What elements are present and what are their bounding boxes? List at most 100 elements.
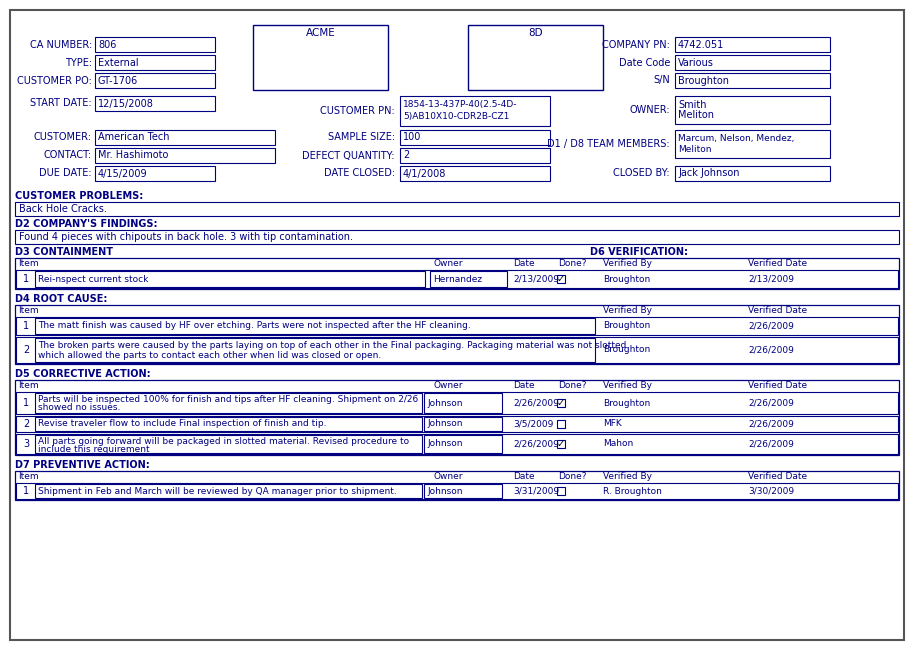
Bar xyxy=(16,483,898,499)
Text: Verified Date: Verified Date xyxy=(748,306,807,315)
Text: 3/30/2009: 3/30/2009 xyxy=(748,486,794,495)
Bar xyxy=(95,148,275,163)
Text: 5)AB10X10-CDR2B-CZ1: 5)AB10X10-CDR2B-CZ1 xyxy=(403,112,509,122)
Text: SAMPLE SIZE:: SAMPLE SIZE: xyxy=(328,133,395,142)
Bar xyxy=(468,25,603,90)
Text: 2: 2 xyxy=(403,151,409,161)
Text: 2/26/2009: 2/26/2009 xyxy=(748,346,794,354)
Text: START DATE:: START DATE: xyxy=(30,99,92,109)
Bar xyxy=(15,305,899,364)
Text: The broken parts were caused by the parts laying on top of each other in the Fin: The broken parts were caused by the part… xyxy=(38,341,626,350)
Text: 2/26/2009: 2/26/2009 xyxy=(748,398,794,408)
Text: Parts will be inspected 100% for finish and tips after HF cleaning. Shipment on : Parts will be inspected 100% for finish … xyxy=(38,395,419,404)
Bar xyxy=(95,166,215,181)
Text: Done?: Done? xyxy=(558,259,587,268)
Bar xyxy=(675,37,830,52)
Text: CUSTOMER PO:: CUSTOMER PO: xyxy=(17,75,92,86)
Text: Verified By: Verified By xyxy=(603,259,652,268)
Text: DUE DATE:: DUE DATE: xyxy=(39,168,92,179)
Text: COMPANY PN:: COMPANY PN: xyxy=(602,40,670,49)
Text: 1: 1 xyxy=(23,398,29,408)
Bar xyxy=(16,337,898,363)
Text: 4/15/2009: 4/15/2009 xyxy=(98,168,148,179)
Text: which allowed the parts to contact each other when lid was closed or open.: which allowed the parts to contact each … xyxy=(38,350,381,359)
Text: Found 4 pieces with chipouts in back hole. 3 with tip contamination.: Found 4 pieces with chipouts in back hol… xyxy=(19,232,353,242)
Bar xyxy=(35,338,595,362)
Text: Date Code: Date Code xyxy=(619,57,670,68)
Text: 2/26/2009: 2/26/2009 xyxy=(748,419,794,428)
Text: Verified Date: Verified Date xyxy=(748,472,807,481)
Text: ACME: ACME xyxy=(305,28,335,38)
Text: 3: 3 xyxy=(23,439,29,449)
Text: 4742.051: 4742.051 xyxy=(678,40,724,49)
Text: DATE CLOSED:: DATE CLOSED: xyxy=(324,168,395,179)
Bar xyxy=(675,73,830,88)
Text: Item: Item xyxy=(18,306,38,315)
Text: Owner: Owner xyxy=(433,472,462,481)
Bar xyxy=(557,275,565,283)
Text: Johnson: Johnson xyxy=(427,439,462,448)
Text: 2: 2 xyxy=(23,419,29,429)
Text: Johnson: Johnson xyxy=(427,419,462,428)
Bar xyxy=(95,73,215,88)
Bar xyxy=(35,393,422,413)
Text: R. Broughton: R. Broughton xyxy=(603,486,662,495)
Bar xyxy=(424,484,502,498)
Text: Back Hole Cracks.: Back Hole Cracks. xyxy=(19,204,107,214)
Text: Done?: Done? xyxy=(558,472,587,481)
Bar xyxy=(35,484,422,498)
Bar xyxy=(15,380,899,455)
Text: showed no issues.: showed no issues. xyxy=(38,402,121,411)
Text: ✓: ✓ xyxy=(557,398,565,408)
Text: Broughton: Broughton xyxy=(603,346,650,354)
Text: include this requirement: include this requirement xyxy=(38,445,150,454)
Text: ✓: ✓ xyxy=(557,439,565,449)
Text: CA NUMBER:: CA NUMBER: xyxy=(30,40,92,49)
Text: Verified By: Verified By xyxy=(603,381,652,390)
Text: CUSTOMER:: CUSTOMER: xyxy=(34,133,92,142)
Text: Date: Date xyxy=(513,381,535,390)
Text: DEFECT QUANTITY:: DEFECT QUANTITY: xyxy=(303,151,395,161)
Text: D3 CONTAINMENT: D3 CONTAINMENT xyxy=(15,247,113,257)
Bar xyxy=(35,417,422,431)
Text: S/N: S/N xyxy=(654,75,670,86)
Text: Hernandez: Hernandez xyxy=(433,274,482,283)
Text: 3/31/2009: 3/31/2009 xyxy=(513,486,559,495)
Bar xyxy=(15,202,899,216)
Bar xyxy=(95,55,215,70)
Text: 8D: 8D xyxy=(528,28,543,38)
Text: D1 / D8 TEAM MEMBERS:: D1 / D8 TEAM MEMBERS: xyxy=(547,139,670,149)
Text: Mr. Hashimoto: Mr. Hashimoto xyxy=(98,151,168,161)
Text: 2/26/2009: 2/26/2009 xyxy=(513,439,558,448)
Text: CUSTOMER PROBLEMS:: CUSTOMER PROBLEMS: xyxy=(15,191,143,201)
Text: Johnson: Johnson xyxy=(427,486,462,495)
Text: Marcum, Nelson, Mendez,: Marcum, Nelson, Mendez, xyxy=(678,135,794,144)
Text: TYPE:: TYPE: xyxy=(65,57,92,68)
Text: Shipment in Feb and March will be reviewed by QA manager prior to shipment.: Shipment in Feb and March will be review… xyxy=(38,486,397,495)
Text: Jack Johnson: Jack Johnson xyxy=(678,168,739,179)
Text: Rei-nspect current stock: Rei-nspect current stock xyxy=(38,274,148,283)
Text: CONTACT:: CONTACT: xyxy=(44,151,92,161)
Text: Verified By: Verified By xyxy=(603,306,652,315)
Text: Item: Item xyxy=(18,259,38,268)
Text: 2/26/2009: 2/26/2009 xyxy=(748,439,794,448)
Text: External: External xyxy=(98,57,139,68)
Text: Verified Date: Verified Date xyxy=(748,259,807,268)
Bar xyxy=(400,166,550,181)
Text: 1854-13-437P-40(2.5-4D-: 1854-13-437P-40(2.5-4D- xyxy=(403,101,517,109)
Text: Owner: Owner xyxy=(433,259,462,268)
Text: 2/26/2009: 2/26/2009 xyxy=(748,322,794,330)
Bar xyxy=(35,318,595,334)
Bar xyxy=(253,25,388,90)
Bar xyxy=(35,271,425,287)
Text: D4 ROOT CAUSE:: D4 ROOT CAUSE: xyxy=(15,294,107,304)
Text: 2/26/2009: 2/26/2009 xyxy=(513,398,558,408)
Text: 4/1/2008: 4/1/2008 xyxy=(403,168,446,179)
Text: Smith: Smith xyxy=(678,100,707,110)
Bar xyxy=(424,435,502,453)
Text: Broughton: Broughton xyxy=(603,322,650,330)
Text: 2/13/2009: 2/13/2009 xyxy=(513,274,559,283)
Bar xyxy=(35,435,422,453)
Text: D7 PREVENTIVE ACTION:: D7 PREVENTIVE ACTION: xyxy=(15,460,150,470)
Text: CUSTOMER PN:: CUSTOMER PN: xyxy=(320,106,395,116)
